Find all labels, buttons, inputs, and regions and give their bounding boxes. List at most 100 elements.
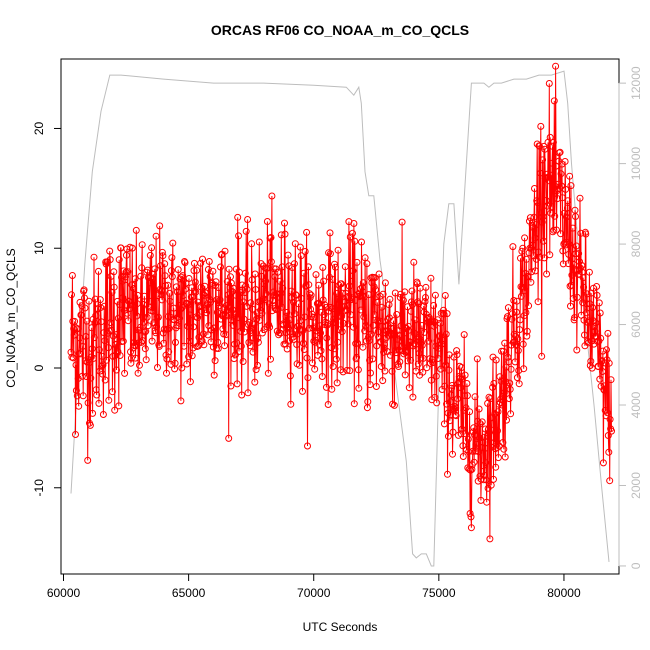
data-point bbox=[165, 325, 173, 332]
data-point bbox=[225, 265, 233, 273]
data-point bbox=[445, 366, 453, 374]
data-point bbox=[528, 268, 536, 276]
data-point bbox=[249, 334, 257, 342]
data-point bbox=[458, 364, 465, 371]
data-point bbox=[303, 354, 311, 362]
data-point bbox=[483, 432, 491, 440]
data-point bbox=[202, 289, 210, 297]
data-point bbox=[563, 213, 570, 221]
data-point bbox=[243, 285, 251, 293]
data-point bbox=[227, 382, 235, 390]
data-point bbox=[204, 331, 212, 339]
data-point bbox=[90, 253, 98, 261]
data-point bbox=[482, 459, 490, 467]
data-point bbox=[157, 262, 165, 270]
data-point bbox=[462, 430, 470, 438]
data-point bbox=[108, 388, 116, 396]
data-point bbox=[215, 299, 223, 307]
data-point bbox=[378, 303, 386, 311]
data-point bbox=[346, 367, 354, 375]
data-point bbox=[596, 309, 604, 317]
data-point bbox=[131, 354, 139, 362]
data-point bbox=[534, 298, 542, 306]
data-point bbox=[425, 337, 433, 345]
data-point bbox=[422, 283, 430, 291]
data-point bbox=[222, 331, 230, 339]
data-point bbox=[379, 377, 387, 385]
data-point bbox=[519, 244, 527, 252]
right-tick-label: 0 bbox=[629, 562, 643, 569]
data-point bbox=[381, 279, 389, 287]
data-point bbox=[340, 307, 348, 315]
data-point bbox=[113, 366, 120, 374]
data-point bbox=[550, 226, 558, 234]
data-point bbox=[284, 251, 292, 259]
data-point bbox=[201, 282, 209, 290]
data-point bbox=[164, 281, 172, 289]
data-point bbox=[344, 320, 352, 328]
data-point bbox=[324, 401, 332, 408]
data-point bbox=[523, 332, 531, 340]
data-point bbox=[283, 345, 291, 353]
x-tick-label: 75000 bbox=[422, 586, 456, 600]
data-point bbox=[589, 304, 597, 311]
data-point bbox=[584, 338, 592, 345]
data-point bbox=[242, 282, 250, 290]
data-point bbox=[221, 247, 229, 255]
data-point bbox=[369, 355, 377, 363]
data-point bbox=[148, 337, 156, 345]
data-point bbox=[539, 156, 547, 164]
data-point bbox=[535, 248, 542, 256]
data-point bbox=[209, 267, 217, 275]
data-point bbox=[411, 316, 419, 324]
data-point bbox=[287, 287, 295, 295]
data-point bbox=[447, 398, 455, 406]
data-point bbox=[587, 357, 595, 365]
data-point bbox=[426, 318, 433, 326]
data-point bbox=[189, 293, 197, 301]
data-point bbox=[300, 346, 308, 353]
data-point bbox=[500, 445, 508, 453]
data-point bbox=[328, 385, 336, 393]
data-point bbox=[403, 325, 411, 332]
data-point bbox=[179, 272, 187, 280]
data-point bbox=[532, 255, 540, 263]
data-point bbox=[228, 288, 236, 296]
data-point bbox=[576, 258, 583, 266]
data-point bbox=[219, 325, 227, 333]
data-point bbox=[125, 298, 133, 305]
data-point bbox=[257, 260, 265, 268]
data-point bbox=[569, 224, 577, 232]
data-point bbox=[84, 456, 92, 464]
data-point bbox=[98, 362, 106, 370]
data-point bbox=[98, 352, 106, 360]
data-point bbox=[160, 325, 168, 333]
data-point bbox=[258, 329, 266, 337]
data-point bbox=[104, 344, 112, 352]
data-point bbox=[187, 300, 195, 308]
data-point bbox=[566, 282, 574, 290]
data-point bbox=[565, 240, 573, 248]
data-point bbox=[172, 283, 180, 291]
data-point bbox=[541, 145, 549, 153]
data-point bbox=[563, 204, 571, 212]
data-point bbox=[267, 258, 275, 266]
data-point bbox=[376, 317, 383, 325]
data-point bbox=[244, 216, 252, 223]
data-point bbox=[608, 427, 615, 435]
data-point bbox=[412, 367, 420, 375]
data-point bbox=[583, 290, 591, 298]
right-tick-label: 12000 bbox=[629, 66, 643, 100]
data-point bbox=[371, 311, 379, 319]
data-point bbox=[111, 406, 119, 414]
data-point bbox=[507, 365, 515, 373]
right-tick-label: 4000 bbox=[629, 391, 643, 418]
data-point bbox=[531, 267, 539, 275]
data-point bbox=[114, 348, 122, 356]
data-point bbox=[603, 409, 611, 417]
data-point bbox=[373, 298, 381, 306]
data-point bbox=[318, 373, 326, 380]
data-point bbox=[581, 331, 588, 339]
data-point bbox=[565, 250, 573, 258]
data-point bbox=[140, 292, 148, 300]
